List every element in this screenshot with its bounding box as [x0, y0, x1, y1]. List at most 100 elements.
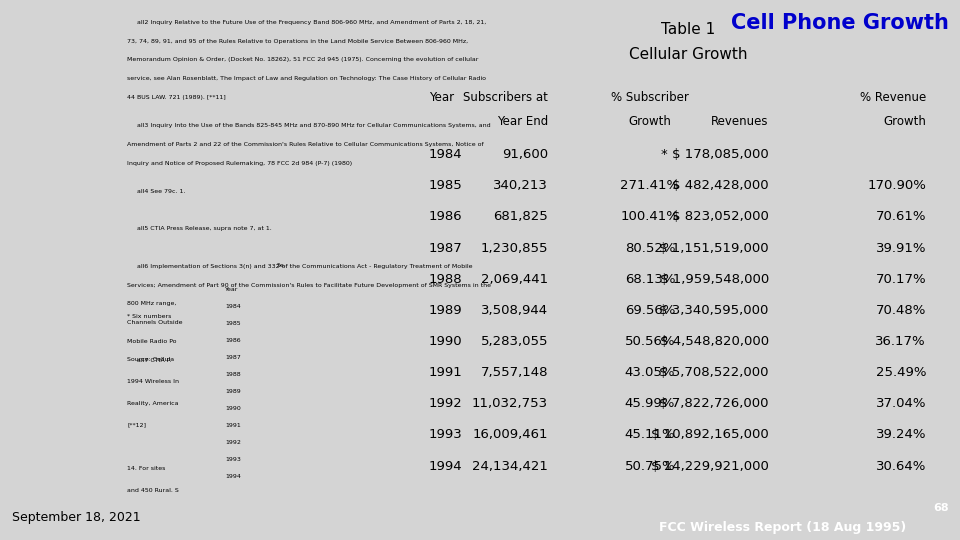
- Text: 340,213: 340,213: [493, 179, 548, 192]
- Text: Year: Year: [225, 287, 238, 292]
- Text: Reality, America: Reality, America: [128, 401, 179, 406]
- Text: Source: Cellula: Source: Cellula: [128, 357, 175, 362]
- Text: 70.17%: 70.17%: [876, 273, 926, 286]
- Text: 5,283,055: 5,283,055: [480, 335, 548, 348]
- Text: 1989: 1989: [429, 304, 463, 317]
- Text: 681,825: 681,825: [493, 211, 548, 224]
- Text: 50.56%: 50.56%: [625, 335, 675, 348]
- Text: Amendment of Parts 2 and 22 of the Commission's Rules Relative to Cellular Commu: Amendment of Parts 2 and 22 of the Commi…: [128, 142, 484, 147]
- Text: Cell Phone Growth: Cell Phone Growth: [732, 13, 949, 33]
- Text: 70.48%: 70.48%: [876, 304, 926, 317]
- Text: Services; Amendment of Part 90 of the Commission's Rules to Facilitate Future De: Services; Amendment of Part 90 of the Co…: [128, 282, 492, 288]
- Text: 70.61%: 70.61%: [876, 211, 926, 224]
- Text: 80.52%: 80.52%: [625, 241, 675, 255]
- Text: $ 482,428,000: $ 482,428,000: [672, 179, 769, 192]
- Text: all6 Implementation of Sections 3(n) and 332 of the Communications Act - Regulat: all6 Implementation of Sections 3(n) and…: [128, 264, 473, 269]
- Text: $ 5,708,522,000: $ 5,708,522,000: [660, 366, 769, 379]
- Text: $ 4,548,820,000: $ 4,548,820,000: [660, 335, 769, 348]
- Text: 50.75%: 50.75%: [625, 460, 675, 472]
- Text: Memorandum Opinion & Order, (Docket No. 18262), 51 FCC 2d 945 (1975). Concerning: Memorandum Opinion & Order, (Docket No. …: [128, 57, 479, 62]
- Text: 1991: 1991: [225, 423, 241, 428]
- Text: 1990: 1990: [225, 406, 241, 411]
- Text: 1989: 1989: [225, 389, 241, 394]
- Text: 24,134,421: 24,134,421: [472, 460, 548, 472]
- Text: $ 1,959,548,000: $ 1,959,548,000: [660, 273, 769, 286]
- Text: 91,600: 91,600: [502, 148, 548, 161]
- Text: 170.90%: 170.90%: [867, 179, 926, 192]
- Text: September 18, 2021: September 18, 2021: [12, 510, 141, 524]
- Text: $ 14,229,921,000: $ 14,229,921,000: [651, 460, 769, 472]
- Text: 1985: 1985: [225, 321, 241, 326]
- Text: 7,557,148: 7,557,148: [480, 366, 548, 379]
- Text: Year End: Year End: [496, 114, 548, 127]
- Text: 1985: 1985: [429, 179, 463, 192]
- Text: 271.41%: 271.41%: [620, 179, 680, 192]
- Text: Table 1: Table 1: [661, 22, 715, 37]
- Text: 1993: 1993: [429, 428, 463, 441]
- Text: 1988: 1988: [429, 273, 463, 286]
- Text: Growth: Growth: [629, 114, 671, 127]
- Text: 1988: 1988: [225, 372, 241, 377]
- Text: 1994: 1994: [429, 460, 463, 472]
- Text: 1994: 1994: [225, 475, 241, 480]
- Text: 43.05%: 43.05%: [625, 366, 675, 379]
- Text: and 450 Rural. S: and 450 Rural. S: [128, 488, 180, 492]
- Text: Year: Year: [429, 91, 454, 104]
- Text: 36.17%: 36.17%: [876, 335, 926, 348]
- Text: * $ 178,085,000: * $ 178,085,000: [661, 148, 769, 161]
- Text: 1993: 1993: [225, 457, 241, 462]
- Text: 14. For sites: 14. For sites: [128, 466, 166, 471]
- Text: 1984: 1984: [225, 303, 241, 309]
- Text: $ 7,822,726,000: $ 7,822,726,000: [660, 397, 769, 410]
- Text: 1990: 1990: [429, 335, 463, 348]
- Text: 1992: 1992: [429, 397, 463, 410]
- Text: 5e.: 5e.: [276, 263, 286, 268]
- Text: 30.64%: 30.64%: [876, 460, 926, 472]
- Text: $ 3,340,595,000: $ 3,340,595,000: [660, 304, 769, 317]
- Text: all4 See 79c. 1.: all4 See 79c. 1.: [128, 189, 186, 194]
- Text: service would be: service would be: [128, 509, 180, 515]
- Text: all2 Inquiry Relative to the Future Use of the Frequency Band 806-960 MHz, and A: all2 Inquiry Relative to the Future Use …: [128, 20, 487, 25]
- Text: 100.41%: 100.41%: [620, 211, 680, 224]
- Text: 73, 74, 89, 91, and 95 of the Rules Relative to Operations in the Land Mobile Se: 73, 74, 89, 91, and 95 of the Rules Rela…: [128, 38, 468, 44]
- Text: 39.91%: 39.91%: [876, 241, 926, 255]
- Text: 16,009,461: 16,009,461: [472, 428, 548, 441]
- Text: Channels Outside: Channels Outside: [128, 320, 183, 325]
- Text: all7 CTIA P.: all7 CTIA P.: [128, 357, 172, 363]
- Text: Inquiry and Notice of Proposed Rulemaking, 78 FCC 2d 984 (P-7) (1980): Inquiry and Notice of Proposed Rulemakin…: [128, 160, 352, 166]
- Text: % Subscriber: % Subscriber: [611, 91, 689, 104]
- Text: 1987: 1987: [225, 355, 241, 360]
- Text: $ 823,052,000: $ 823,052,000: [672, 211, 769, 224]
- Text: 68: 68: [934, 503, 949, 514]
- Text: 3,508,944: 3,508,944: [481, 304, 548, 317]
- Text: service, see Alan Rosenblatt, The Impact of Law and Regulation on Technology: Th: service, see Alan Rosenblatt, The Impact…: [128, 76, 487, 81]
- Text: $ 1,151,519,000: $ 1,151,519,000: [660, 241, 769, 255]
- Text: Mobile Radio Po: Mobile Radio Po: [128, 339, 177, 344]
- Text: $ 10,892,165,000: $ 10,892,165,000: [651, 428, 769, 441]
- Text: 800 MHz range,: 800 MHz range,: [128, 301, 177, 306]
- Text: FCC Wireless Report (18 Aug 1995): FCC Wireless Report (18 Aug 1995): [659, 521, 906, 534]
- Text: 1986: 1986: [225, 338, 241, 343]
- Text: 1984: 1984: [429, 148, 463, 161]
- Text: 45.11%: 45.11%: [625, 428, 675, 441]
- Text: * Six numbers: * Six numbers: [128, 314, 172, 319]
- Text: 1,230,855: 1,230,855: [480, 241, 548, 255]
- Text: 69.56%: 69.56%: [625, 304, 675, 317]
- Text: 1994 Wireless In: 1994 Wireless In: [128, 379, 180, 384]
- Text: 1991: 1991: [429, 366, 463, 379]
- Text: [**12]: [**12]: [128, 422, 146, 428]
- Text: 25.49%: 25.49%: [876, 366, 926, 379]
- Text: all5 CTIA Press Release, supra note 7, at 1.: all5 CTIA Press Release, supra note 7, a…: [128, 226, 272, 231]
- Text: 11,032,753: 11,032,753: [471, 397, 548, 410]
- Text: 39.24%: 39.24%: [876, 428, 926, 441]
- Text: Growth: Growth: [883, 114, 926, 127]
- Text: 37.04%: 37.04%: [876, 397, 926, 410]
- Text: allocated an add: allocated an add: [128, 531, 180, 536]
- Text: 68.13%: 68.13%: [625, 273, 675, 286]
- Text: all3 Inquiry Into the Use of the Bands 825-845 MHz and 870-890 MHz for Cellular : all3 Inquiry Into the Use of the Bands 8…: [128, 123, 491, 128]
- Text: % Revenue: % Revenue: [860, 91, 926, 104]
- Text: Revenues: Revenues: [711, 114, 769, 127]
- Text: 1992: 1992: [225, 440, 241, 445]
- Text: Cellular Growth: Cellular Growth: [629, 47, 748, 62]
- Text: Subscribers at: Subscribers at: [463, 91, 548, 104]
